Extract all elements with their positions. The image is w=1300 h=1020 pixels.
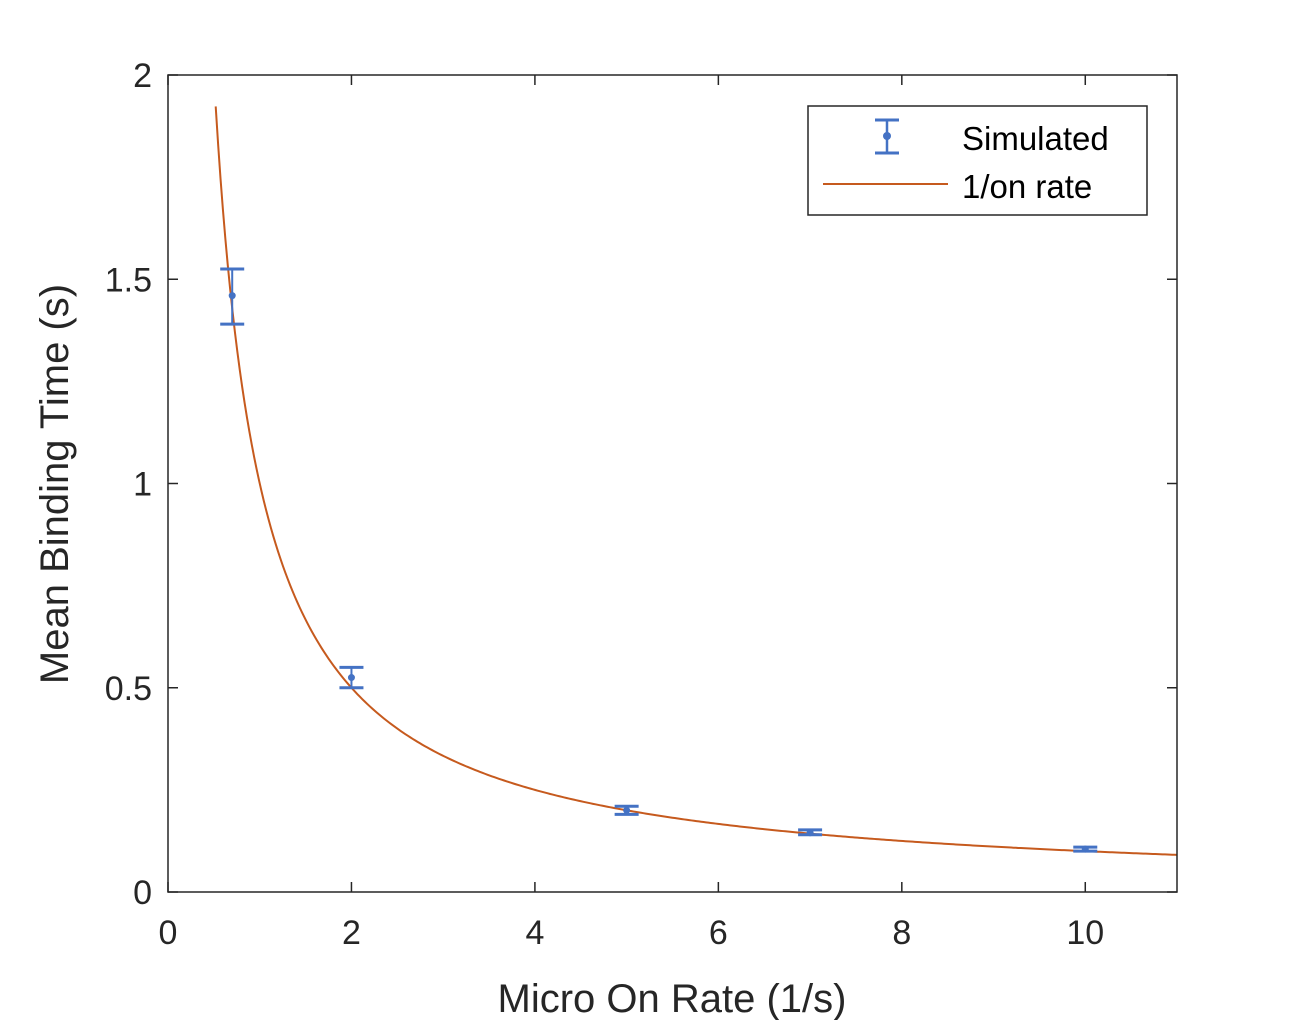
errorbar-point-1 — [339, 665, 364, 690]
x-tick-label: 2 — [342, 914, 361, 952]
curve-line-1-on-rate — [214, 106, 1177, 856]
legend: Simulated 1/on rate — [807, 105, 1148, 216]
errorbar-point-0 — [220, 267, 245, 326]
errorbar-point-3 — [798, 828, 823, 837]
errorbar-point-4 — [1073, 845, 1098, 853]
data-point-marker — [1081, 845, 1089, 853]
data-point-marker — [623, 806, 631, 814]
data-point-marker — [228, 292, 236, 300]
y-axis-title: Mean Binding Time (s) — [33, 284, 77, 684]
x-tick-label: 8 — [892, 914, 911, 952]
y-tick-label: 1.5 — [105, 261, 152, 299]
legend-label-simulated: Simulated — [962, 120, 1109, 157]
legend-box — [807, 105, 1148, 216]
x-tick-label: 0 — [159, 914, 178, 952]
x-tick-label: 4 — [525, 914, 544, 952]
legend-marker-point — [883, 132, 891, 140]
y-tick-label: 1 — [133, 466, 152, 504]
y-tick-label: 2 — [133, 57, 152, 95]
y-tick-label: 0 — [133, 874, 152, 912]
x-axis-title: Micro On Rate (1/s) — [498, 977, 847, 1020]
legend-label-1-on-rate: 1/on rate — [962, 168, 1092, 205]
data-point-marker — [347, 674, 355, 682]
data-point-marker — [806, 829, 814, 837]
x-tick-label: 10 — [1066, 914, 1104, 952]
errorbar-point-2 — [614, 804, 639, 816]
y-tick-label: 0.5 — [105, 670, 152, 708]
x-tick-label: 6 — [709, 914, 728, 952]
